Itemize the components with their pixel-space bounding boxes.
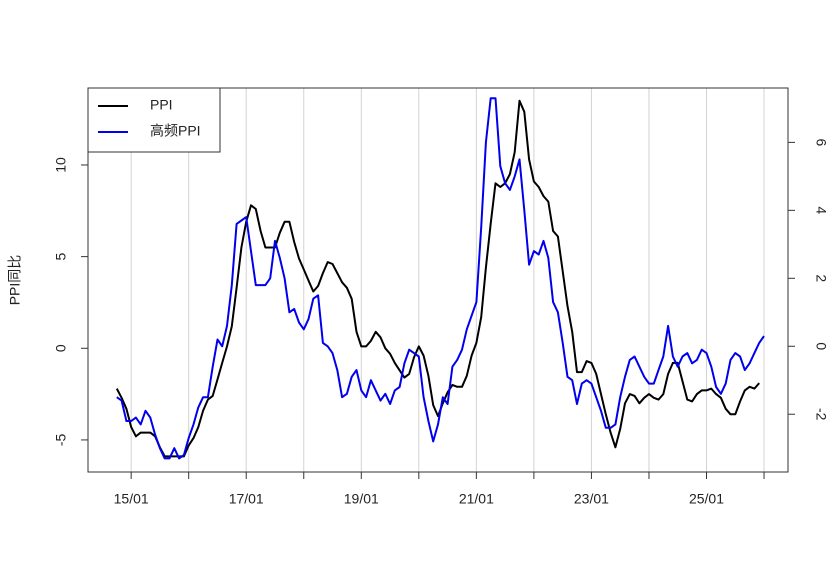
- y-tick-label: 5: [53, 253, 69, 261]
- x-tick-label: 17/01: [229, 491, 264, 507]
- y-axis-label: PPI同比: [7, 255, 23, 306]
- y2-tick-label: 2: [813, 274, 829, 282]
- series-line: [115, 99, 760, 458]
- legend-label: PPI: [150, 97, 173, 113]
- y2-tick-label: 6: [813, 138, 829, 146]
- legend-label: 高频PPI: [150, 123, 201, 139]
- y2-tick-label: -2: [813, 408, 829, 421]
- x-tick-label: 25/01: [689, 491, 724, 507]
- y-tick-label: -5: [53, 433, 69, 446]
- y2-tick-label: 4: [813, 206, 829, 214]
- plot-frame: [87, 87, 789, 473]
- series-line: [116, 97, 765, 460]
- legend-box: [87, 87, 221, 153]
- x-tick-label: 15/01: [114, 491, 149, 507]
- y-tick-label: 0: [53, 344, 69, 352]
- x-tick-label: 23/01: [574, 491, 609, 507]
- legend: PPI 高频PPI: [87, 87, 221, 153]
- y2-tick-label: 0: [813, 342, 829, 350]
- x-tick-label: 19/01: [344, 491, 379, 507]
- x-tick-label: 21/01: [459, 491, 494, 507]
- y-tick-label: 10: [53, 157, 69, 173]
